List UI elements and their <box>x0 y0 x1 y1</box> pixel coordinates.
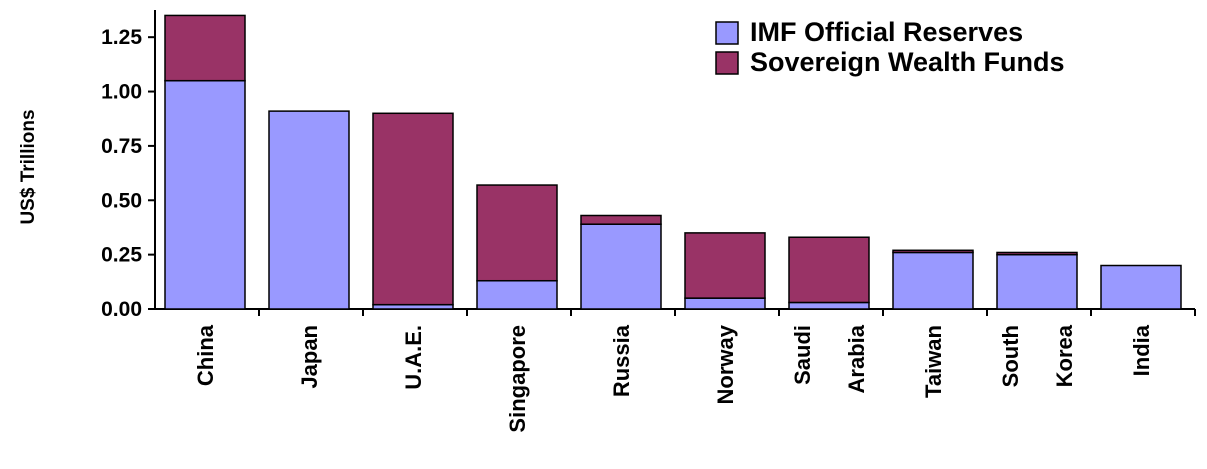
bar-segment-sovereign-funds <box>372 112 454 306</box>
x-category-label: Arabia <box>844 324 869 393</box>
x-category-label: India <box>1129 324 1154 376</box>
x-category-label: Japan <box>297 325 322 389</box>
y-tick-label: 1.00 <box>101 81 142 104</box>
x-category-label: U.A.E. <box>401 325 426 390</box>
legend-swatch <box>715 51 739 75</box>
bar-segment-sovereign-funds <box>164 14 246 82</box>
bar-segment-imf-reserves <box>892 251 974 310</box>
bar-segment-imf-reserves <box>1100 264 1182 310</box>
bar-segment-sovereign-funds <box>476 184 558 282</box>
bar-segment-imf-reserves <box>788 301 870 310</box>
bar-segment-imf-reserves <box>580 223 662 310</box>
legend-label: IMF Official Reserves <box>750 17 1023 47</box>
bar-segment-sovereign-funds <box>684 232 766 299</box>
legend-label: Sovereign Wealth Funds <box>750 47 1065 77</box>
y-axis-title: US$ Trillions <box>18 109 39 224</box>
bar-segment-sovereign-funds <box>996 251 1078 256</box>
bar-segment-imf-reserves <box>996 253 1078 310</box>
y-tick-label: 1.25 <box>101 26 142 49</box>
bar-segment-imf-reserves <box>476 279 558 310</box>
x-category-label: Singapore <box>505 325 530 433</box>
bars <box>164 14 1196 316</box>
bar-segment-sovereign-funds <box>892 249 974 254</box>
x-category-label: Taiwan <box>921 325 946 398</box>
legend-swatch <box>715 21 739 45</box>
bar-segment-imf-reserves <box>164 79 246 310</box>
bar-segment-sovereign-funds <box>580 214 662 225</box>
bar-segment-sovereign-funds <box>788 236 870 304</box>
y-tick-label: 0.25 <box>101 244 142 267</box>
x-category-label: Norway <box>713 324 738 404</box>
x-category-label: China <box>193 324 218 386</box>
y-tick-label: 0.00 <box>101 298 142 321</box>
x-category-label: Saudi <box>790 325 815 385</box>
y-tick-label: 0.50 <box>101 189 142 212</box>
bar-segment-imf-reserves <box>684 297 766 310</box>
x-labels: China Japan U.A.E. Singapore Russia Norway Sau… <box>193 324 1154 432</box>
x-category-label: South <box>998 325 1023 387</box>
x-category-label: Korea <box>1052 324 1077 387</box>
bar-segment-imf-reserves <box>268 110 350 310</box>
x-category-label: Russia <box>609 324 634 397</box>
y-ticks: 0.00 0.25 0.50 0.75 1.00 1.25 <box>101 26 155 321</box>
y-tick-label: 0.75 <box>101 135 142 158</box>
